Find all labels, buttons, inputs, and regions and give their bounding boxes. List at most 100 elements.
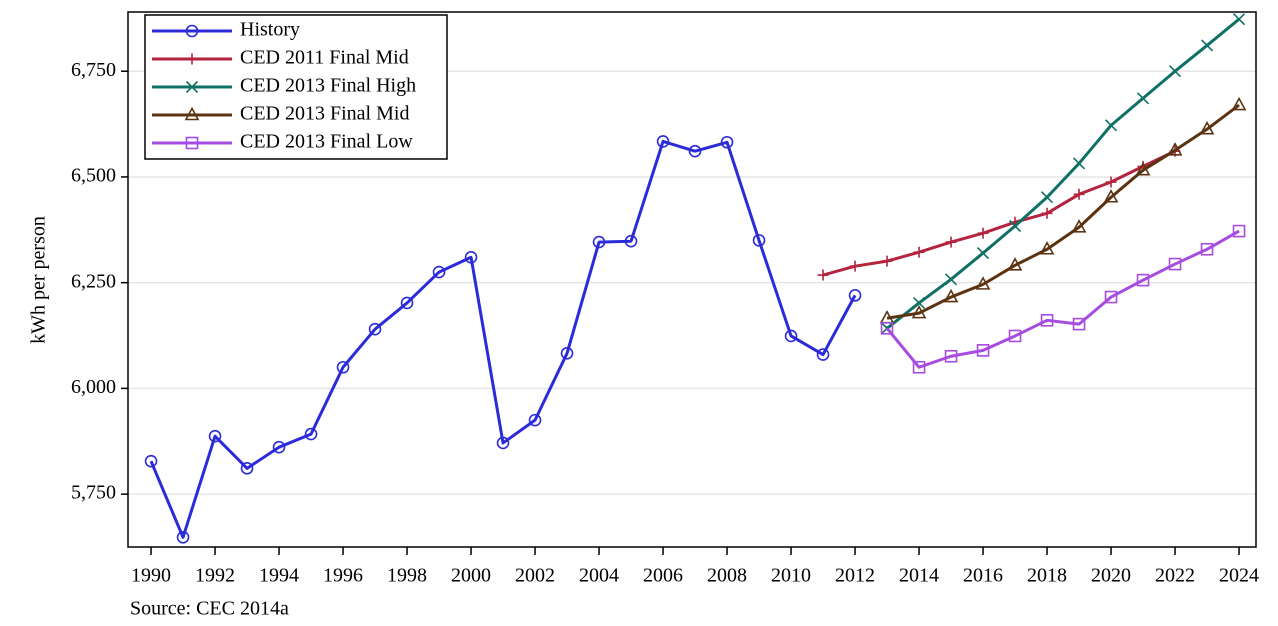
marker [1103, 189, 1119, 203]
marker [185, 24, 199, 38]
marker [1167, 142, 1183, 156]
marker [1105, 176, 1117, 188]
marker [975, 276, 991, 290]
marker [144, 454, 158, 468]
marker [496, 436, 510, 450]
marker [1200, 242, 1214, 256]
marker [592, 235, 606, 249]
source-note: Source: CEC 2014a [130, 598, 289, 620]
x-tick-label: 1996 [323, 565, 363, 587]
x-tick-label: 1998 [387, 565, 427, 587]
marker [272, 440, 286, 454]
marker [1232, 224, 1246, 238]
x-tick-label: 1994 [259, 565, 299, 587]
y-axis-label: kWh per person [28, 216, 50, 344]
marker [1135, 162, 1151, 176]
x-tick-label: 2020 [1091, 565, 1131, 587]
series-line [822, 149, 1176, 277]
marker [880, 322, 894, 335]
marker [1072, 157, 1086, 170]
legend-label: CED 2011 Final Mid [240, 47, 409, 69]
x-tick-label: 2012 [835, 565, 875, 587]
marker [304, 427, 318, 441]
y-tick-label: 6,250 [71, 270, 116, 292]
marker [560, 347, 574, 360]
series-line [149, 139, 857, 539]
marker [240, 462, 254, 475]
legend-label: History [240, 19, 300, 41]
marker [977, 227, 989, 239]
y-tick-label: 5,750 [71, 482, 116, 504]
x-tick-label: 1990 [131, 565, 171, 587]
marker [1072, 317, 1086, 331]
x-tick-label: 1992 [195, 565, 235, 587]
marker [1168, 65, 1182, 78]
marker [208, 429, 222, 443]
legend-label: CED 2013 Final High [240, 75, 416, 97]
marker [656, 135, 670, 148]
marker [176, 530, 190, 544]
marker [1040, 314, 1054, 327]
marker [1007, 257, 1023, 271]
marker [1008, 329, 1022, 343]
marker [1008, 219, 1022, 233]
y-tick-label: 6,000 [71, 376, 116, 398]
marker [849, 260, 861, 272]
marker [1136, 92, 1150, 105]
legend-label: CED 2013 Final Low [240, 131, 413, 153]
marker [943, 288, 959, 303]
marker [1231, 96, 1247, 111]
marker [1073, 188, 1085, 200]
marker [1232, 13, 1246, 26]
x-tick-label: 2018 [1027, 565, 1067, 587]
marker [913, 246, 925, 258]
marker [688, 144, 702, 158]
marker [368, 322, 382, 336]
x-tick-label: 2010 [771, 565, 811, 587]
marker [944, 273, 958, 286]
marker [624, 234, 638, 248]
marker [1041, 207, 1053, 219]
marker [912, 296, 926, 310]
marker [752, 234, 766, 247]
marker [720, 135, 734, 149]
marker [1040, 191, 1054, 204]
marker [528, 413, 542, 427]
x-tick-label: 2000 [451, 565, 491, 587]
x-tick-label: 2004 [579, 565, 619, 587]
legend-label: CED 2013 Final Mid [240, 103, 409, 125]
plot-frame [127, 11, 1257, 548]
marker [816, 348, 830, 361]
marker [1104, 119, 1118, 132]
marker [1104, 290, 1118, 304]
marker [912, 360, 926, 374]
marker [184, 106, 200, 121]
marker [1071, 219, 1087, 233]
marker [976, 247, 990, 260]
marker [185, 80, 199, 94]
x-tick-label: 2014 [899, 565, 939, 587]
marker [1136, 273, 1150, 287]
series-line [885, 229, 1240, 369]
marker [185, 136, 199, 150]
marker [400, 296, 414, 310]
marker [1200, 39, 1214, 52]
marker [186, 53, 198, 65]
marker [945, 236, 957, 248]
marker [464, 250, 478, 264]
marker [336, 360, 350, 374]
y-tick-label: 6,750 [71, 59, 116, 81]
marker [976, 344, 990, 357]
marker [1168, 257, 1182, 271]
marker [881, 255, 893, 267]
marker [848, 289, 862, 302]
marker [911, 304, 927, 319]
x-tick-label: 2008 [707, 565, 747, 587]
x-tick-label: 2022 [1155, 565, 1195, 587]
marker [1199, 120, 1215, 135]
x-tick-label: 2006 [643, 565, 683, 587]
x-tick-label: 2024 [1219, 565, 1259, 587]
legend: History CED 2011 Final Mid CED 2013 Final … [144, 14, 448, 160]
